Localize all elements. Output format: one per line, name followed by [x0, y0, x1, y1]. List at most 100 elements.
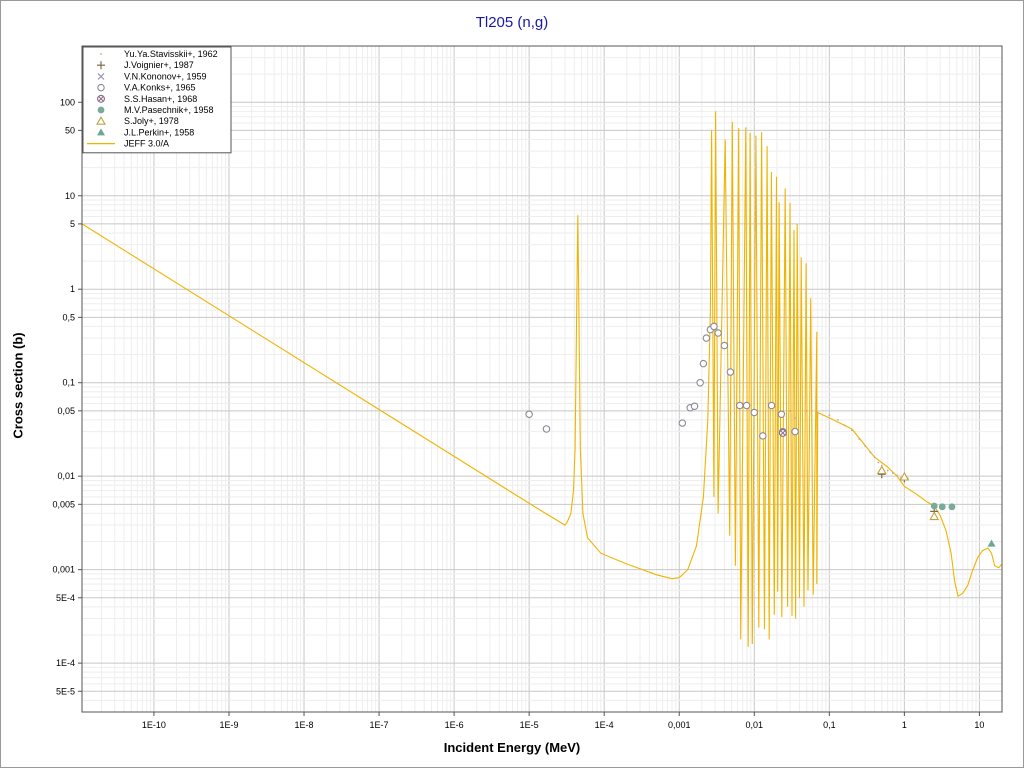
x-tick-label: 1	[902, 720, 907, 730]
experimental-points	[525, 322, 996, 547]
data-point	[778, 429, 787, 437]
data-point	[886, 469, 889, 472]
data-point	[710, 322, 718, 331]
data-point	[828, 414, 831, 417]
legend-marker	[97, 94, 105, 103]
y-tick-label: 0,005	[52, 499, 75, 509]
series-m-v-pasechnik-1958	[930, 502, 956, 511]
x-tick-label: 1E-7	[370, 720, 389, 730]
legend-marker	[97, 83, 105, 92]
legend-entry: V.N.Kononov+, 1959	[124, 71, 207, 81]
legend-marker	[96, 116, 106, 125]
legend-entry: S.S.Hasan+, 1968	[124, 94, 197, 104]
legend-entry: Yu.Ya.Stavisskii+, 1962	[124, 49, 218, 59]
data-point	[789, 409, 791, 412]
data-point	[805, 409, 808, 412]
series-s-s-hasan-1968	[778, 429, 787, 437]
legend-marker-b	[97, 72, 105, 80]
y-tick-label: 5	[70, 219, 75, 229]
y-tick-label: 1E-4	[56, 658, 75, 668]
data-point	[880, 464, 883, 467]
data-point	[794, 417, 797, 419]
legend-entry: M.V.Pasechnik+, 1958	[124, 105, 213, 115]
data-point	[816, 411, 819, 414]
data-point	[873, 456, 876, 458]
y-tick-label: 100	[60, 97, 75, 107]
x-tick-label: 1E-6	[445, 720, 464, 730]
legend-marker	[97, 106, 105, 114]
y-tick-label: 5E-4	[56, 593, 75, 603]
data-point	[891, 472, 894, 474]
data-point	[542, 425, 551, 433]
legend-marker	[97, 72, 105, 80]
data-point	[783, 414, 786, 417]
data-point	[791, 427, 799, 436]
data-point	[714, 329, 722, 337]
data-point	[690, 402, 699, 410]
y-tick-label: 0,5	[62, 312, 75, 322]
data-point	[930, 502, 938, 510]
data-point	[726, 368, 735, 376]
y-tick-label: 0,001	[52, 565, 75, 575]
legend-marker	[100, 53, 102, 55]
data-point	[699, 359, 708, 368]
x-tick-label: 1E-9	[219, 720, 238, 730]
legend-entry: J.Voignier+, 1987	[124, 60, 194, 70]
data-point	[767, 401, 776, 410]
data-point-b	[780, 430, 786, 436]
x-tick-label: 10	[974, 720, 984, 730]
data-point	[843, 424, 846, 427]
y-tick-label: 0,01	[57, 471, 75, 481]
legend-marker	[97, 61, 105, 70]
x-tick-label: 0,1	[823, 720, 836, 730]
chart-title: Tl205 (n,g)	[475, 14, 549, 31]
series-s-joly-1978	[876, 465, 940, 521]
data-point	[900, 476, 902, 479]
series-yu-ya-stavisskii-1962	[783, 409, 902, 479]
y-tick-label: 0,1	[62, 378, 75, 388]
y-tick-label: 5E-5	[56, 686, 75, 696]
legend-entry: JEFF 3.0/A	[124, 139, 169, 149]
data-point	[899, 471, 910, 481]
data-point	[678, 419, 687, 427]
y-axis-ticks: 5E-5 1E-4 5E-4 0,001 0,005 0,01 0,05 0,1 0,5 1 5 10…	[52, 97, 82, 696]
data-point	[735, 401, 744, 410]
legend-entry: S.Joly+, 1978	[124, 116, 179, 126]
data-point	[742, 401, 751, 410]
y-tick-label: 10	[65, 191, 75, 201]
y-tick-label: 50	[65, 125, 75, 135]
x-tick-label: 1E-4	[595, 720, 614, 730]
jeff-curve-line	[81, 111, 1003, 647]
data-point	[858, 438, 861, 440]
data-point	[869, 451, 872, 454]
evaluated-curve-jeff	[81, 111, 1003, 647]
x-axis-label: Incident Energy (MeV)	[443, 740, 581, 755]
legend-entry: V.A.Konks+, 1965	[124, 83, 195, 93]
legend-entry: J.L.Perkin+, 1958	[124, 127, 194, 137]
data-point	[938, 503, 946, 511]
y-tick-label: 0,05	[57, 406, 75, 416]
data-point	[864, 445, 867, 447]
x-tick-label: 1E-5	[520, 720, 539, 730]
x-tick-label: 1E-10	[142, 720, 166, 730]
y-tick-label: 1	[70, 284, 75, 294]
series-j-l-perkin-1958	[987, 539, 996, 547]
series-v-a-konks-1965	[525, 322, 799, 440]
x-tick-label: 0,01	[746, 720, 764, 730]
series-j-voignier-1987	[877, 470, 939, 516]
plot-border	[81, 45, 1003, 713]
data-point	[525, 410, 533, 418]
data-point	[851, 429, 853, 432]
data-point	[777, 410, 786, 418]
x-axis-ticks: 1E-10 1E-9 1E-8 1E-7 1E-6 1E-5 1E-4 0,001 0,01 0,…	[142, 712, 984, 730]
legend-marker	[97, 128, 105, 136]
data-point	[987, 539, 996, 547]
data-point	[876, 465, 887, 475]
x-tick-label: 1E-8	[295, 720, 314, 730]
data-point	[750, 408, 759, 417]
data-point	[696, 378, 704, 387]
data-point	[759, 432, 767, 440]
data-point	[929, 511, 940, 521]
